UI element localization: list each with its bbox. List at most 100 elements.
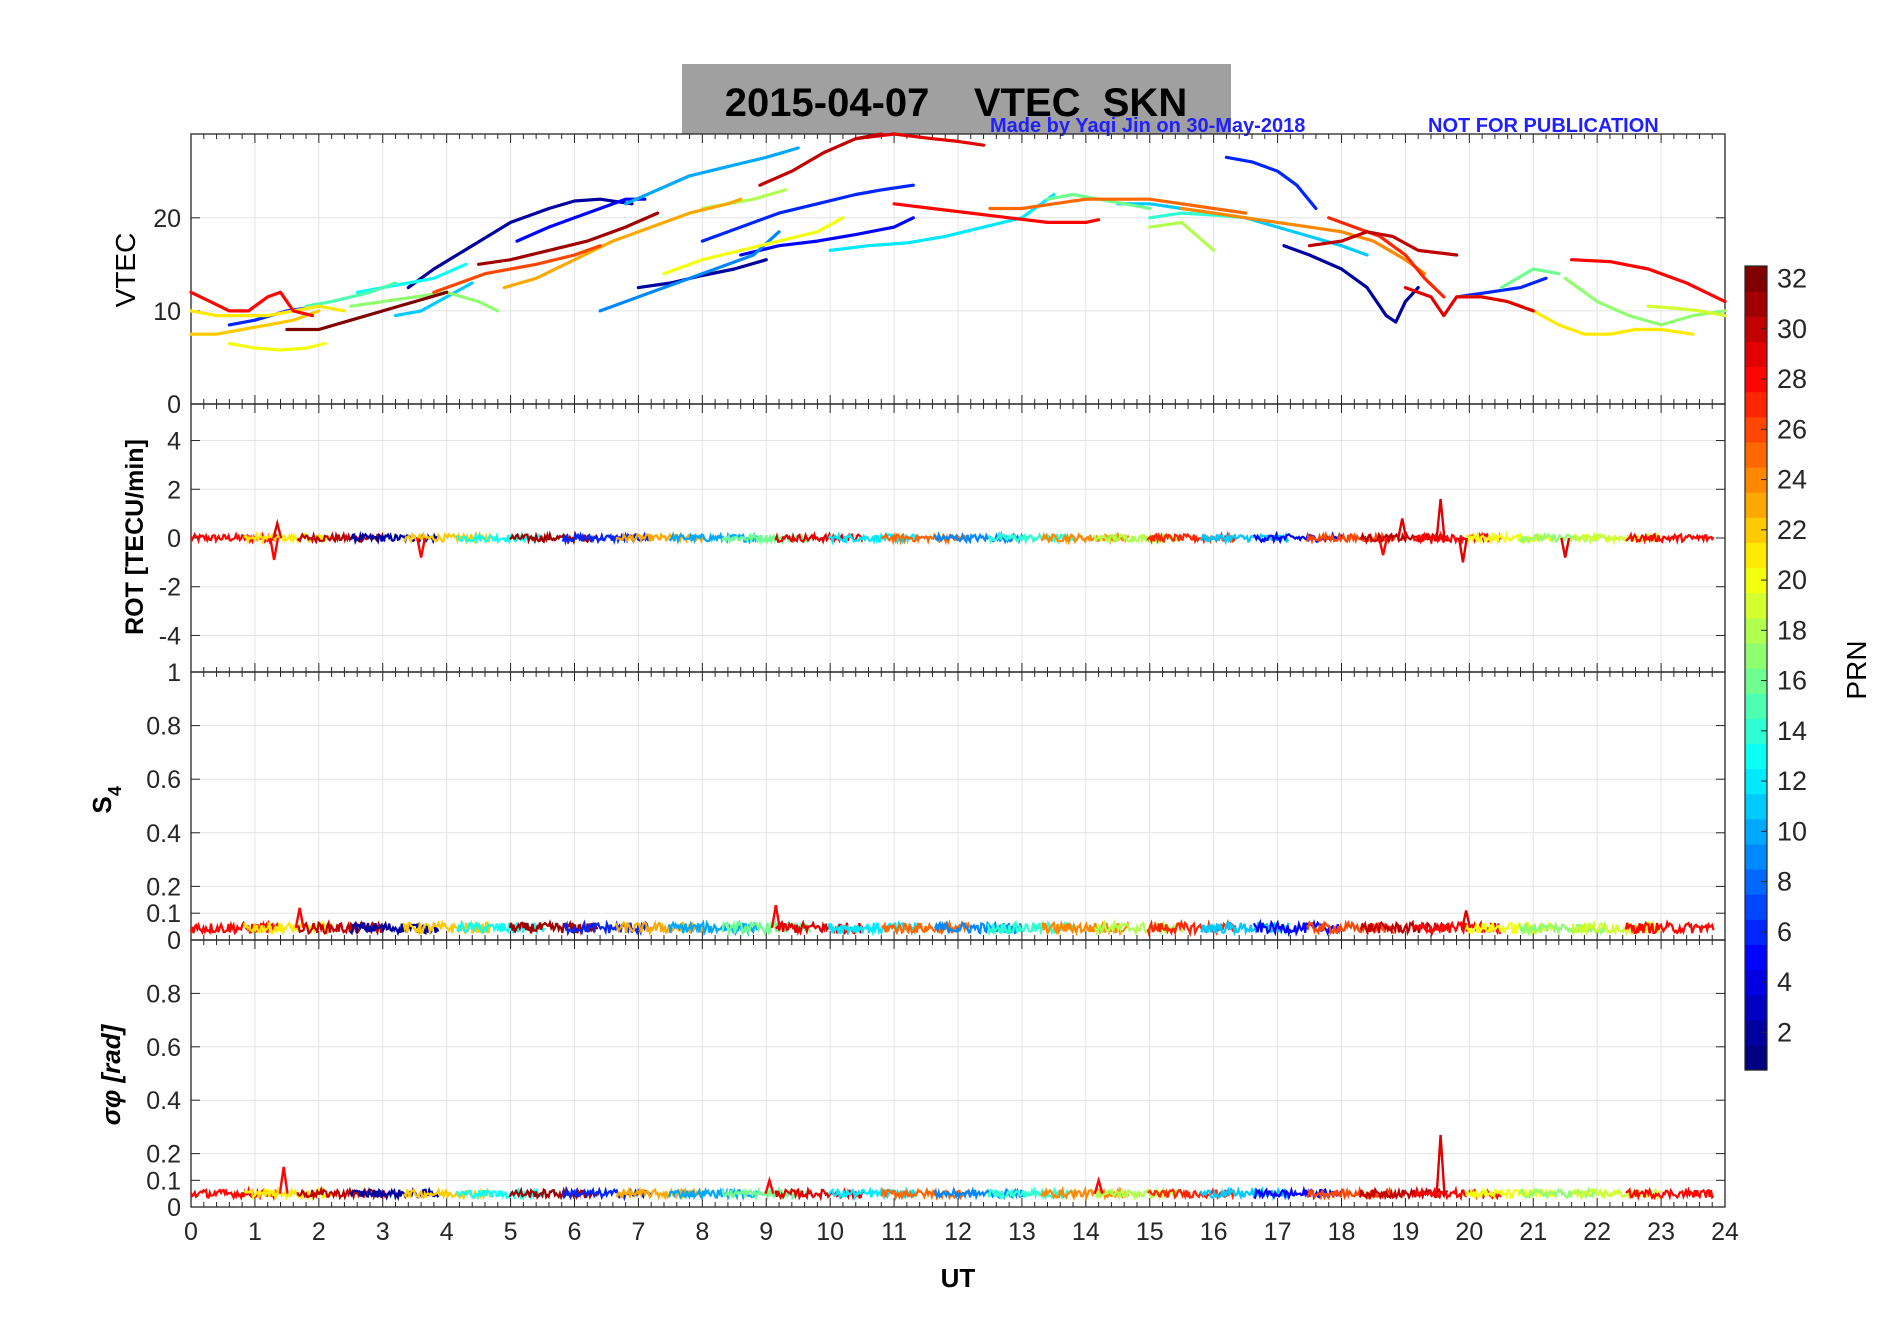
s4-ytick-label: 0.4: [146, 820, 181, 848]
colorbar-tick-label: 8: [1777, 867, 1792, 897]
colorbar-swatch: [1745, 542, 1767, 569]
vtec-series-line: [349, 290, 500, 313]
rot-series-line: [1359, 530, 1449, 546]
vtec-series-line: [393, 281, 474, 318]
vtec-series-line: [1180, 206, 1427, 276]
s4-ytick-label: 0.2: [146, 873, 181, 901]
rot-ytick-label: 2: [167, 476, 181, 504]
rot-ytick-label: -2: [159, 574, 181, 602]
colorbar-swatch: [1745, 944, 1767, 971]
x-tick-label: 21: [1519, 1218, 1547, 1246]
vtec-ylabel: VTEC: [110, 233, 141, 308]
colorbar-tick-label: 2: [1777, 1017, 1792, 1047]
vtec-series-line: [189, 290, 314, 318]
rot-spike: [1457, 537, 1468, 563]
x-tick-label: 23: [1647, 1218, 1675, 1246]
colorbar-label: PRN: [1841, 640, 1872, 699]
vtec-series-line: [1646, 304, 1727, 318]
rot-series-line: [987, 531, 1077, 546]
rot-series-line: [721, 531, 812, 546]
x-tick-label: 20: [1455, 1218, 1483, 1246]
s4-ytick-label: 0: [167, 927, 181, 955]
s4-spike: [770, 904, 781, 929]
vtec-series-line: [515, 197, 647, 243]
sigma-phi-panel: 00.10.2 0.4 0.6 0.8: [146, 939, 1726, 1222]
x-tick-label: 12: [944, 1218, 972, 1246]
vtec-series-line: [662, 216, 845, 276]
vtec-series-line: [1455, 276, 1548, 299]
sig-spike: [278, 1166, 289, 1194]
vtec-series-line: [1403, 286, 1535, 318]
vtec-series-line: [1327, 216, 1446, 299]
s4-series-line: [562, 919, 652, 937]
x-tick-label: 16: [1200, 1218, 1228, 1246]
sig-spike: [1093, 1175, 1104, 1194]
vtec-series-line: [1563, 276, 1727, 327]
colorbar-swatch: [1745, 668, 1767, 694]
vtec-series-line: [285, 290, 449, 332]
x-tick-label: 1: [248, 1218, 262, 1246]
colorbar-swatch: [1745, 869, 1767, 895]
s4-series-line: [827, 920, 918, 937]
colorbar-swatch: [1745, 743, 1767, 770]
vtec-series-line: [758, 132, 883, 187]
x-tick-label: 14: [1072, 1218, 1100, 1246]
sig-series-line: [1625, 1186, 1715, 1201]
x-tick-label: 3: [376, 1218, 390, 1246]
notice-text: NOT FOR PUBLICATION: [1428, 115, 1659, 137]
s4-series-line: [1252, 918, 1343, 938]
vtec-series-line: [598, 230, 781, 313]
rot-ylabel: ROT [TECU/min]: [121, 439, 149, 635]
vtec-ytick-label: 10: [153, 298, 181, 326]
colorbar-swatch: [1745, 567, 1767, 594]
x-tick-label: 0: [184, 1218, 198, 1246]
colorbar-swatch: [1745, 1044, 1767, 1071]
colorbar-swatch: [1745, 341, 1767, 368]
colorbar-frame: [1744, 265, 1768, 1071]
colorbar-swatch: [1745, 718, 1767, 744]
x-tick-label: 4: [440, 1218, 454, 1246]
colorbar-swatch: [1745, 693, 1767, 719]
x-tick-label: 22: [1583, 1218, 1611, 1246]
sigma-ylabel: σφ [rad]: [96, 1023, 126, 1125]
colorbar-swatch: [1745, 768, 1767, 795]
colorbar-swatch: [1745, 316, 1767, 342]
colorbar-tick-label: 20: [1777, 565, 1807, 595]
rot-ytick-label: 4: [167, 428, 181, 456]
colorbar-swatch: [1745, 843, 1767, 870]
vtec-series-line: [700, 183, 915, 243]
colorbar-tick-label: 4: [1777, 967, 1792, 997]
sig-ytick-label: 0.1: [146, 1167, 181, 1195]
title-box: [682, 64, 1231, 134]
x-axis-label: UT: [941, 1263, 976, 1293]
colorbar-swatch: [1745, 291, 1767, 317]
rot-spike: [1560, 537, 1571, 558]
x-tick-label: 17: [1264, 1218, 1292, 1246]
vtec-series-line: [189, 309, 321, 336]
vtec-series-line: [1307, 230, 1459, 257]
s4-ylabel-main: S: [87, 796, 117, 813]
x-tick-label: 13: [1008, 1218, 1036, 1246]
vtec-series-line: [502, 197, 743, 290]
vtec-series-line: [828, 192, 1056, 252]
colorbar-swatch: [1745, 391, 1767, 418]
colorbar-swatch: [1745, 416, 1767, 443]
colorbar-tick-label: 30: [1777, 314, 1807, 344]
colorbar-swatch: [1745, 492, 1767, 518]
sig-ytick-label: 0.4: [146, 1087, 181, 1115]
x-tick-label: 9: [759, 1218, 773, 1246]
colorbar-tick-label: 10: [1777, 816, 1807, 846]
s4-series-line: [880, 919, 971, 936]
colorbar-tick-label: 12: [1777, 766, 1807, 796]
colorbar-tick-label: 16: [1777, 666, 1807, 696]
rot-series-line: [880, 531, 971, 546]
rot-spike: [1378, 537, 1389, 556]
colorbar-swatch: [1745, 441, 1767, 468]
x-tick-label: 11: [881, 1218, 907, 1246]
x-axis: 0 1 2 3 4 5 6 7 8 9 10 11 12 13 14 15 16 17 18 19 20 21 22 23 24: [184, 1218, 1739, 1246]
vtec-series-line: [406, 197, 634, 290]
colorbar-swatch: [1745, 642, 1767, 669]
sig-ytick-label: 0.8: [146, 980, 181, 1008]
